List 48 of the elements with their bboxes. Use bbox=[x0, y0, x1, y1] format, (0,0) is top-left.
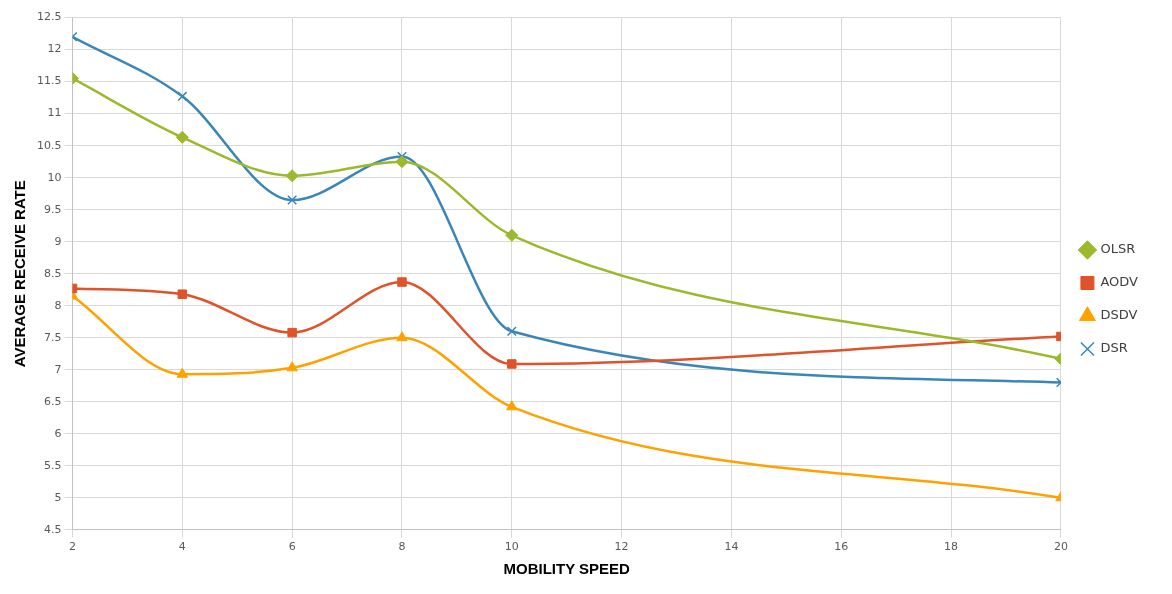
point bbox=[507, 359, 517, 369]
point bbox=[177, 289, 188, 299]
point bbox=[287, 195, 298, 206]
x-tick-label: 16 bbox=[834, 540, 849, 554]
x-tick-label: 18 bbox=[944, 540, 959, 554]
legend-label: OLSR bbox=[1100, 241, 1136, 257]
y-tick-label: 8 bbox=[54, 298, 62, 312]
point bbox=[287, 327, 297, 338]
point bbox=[285, 169, 299, 183]
legend-label: AODV bbox=[1100, 274, 1139, 290]
legend-label: DSR bbox=[1100, 340, 1128, 356]
y-tick-label: 9.5 bbox=[43, 202, 62, 216]
y-tick-label: 10 bbox=[47, 170, 62, 184]
y-tick-label: 12.5 bbox=[36, 10, 62, 24]
y-tick-label: 7.5 bbox=[43, 330, 62, 344]
point bbox=[176, 367, 189, 378]
x-tick-label: 14 bbox=[724, 540, 739, 554]
point bbox=[506, 400, 518, 411]
x-tick-label: 4 bbox=[178, 540, 186, 554]
point bbox=[396, 331, 408, 342]
point bbox=[286, 361, 298, 372]
y-tick-label: 5 bbox=[54, 490, 62, 504]
y-tick-label: 12 bbox=[47, 42, 62, 56]
legend-label: DSDV bbox=[1100, 307, 1138, 323]
y-tick-label: 11.5 bbox=[36, 74, 62, 88]
point bbox=[397, 277, 407, 287]
point bbox=[175, 130, 189, 144]
point bbox=[506, 326, 517, 337]
x-axis-title: MOBILITY SPEED bbox=[503, 560, 631, 578]
y-tick-label: 11 bbox=[47, 106, 62, 120]
x-tick-label: 20 bbox=[1053, 540, 1068, 554]
x-tick-label: 6 bbox=[288, 540, 296, 554]
x-tick-label: 8 bbox=[398, 540, 406, 554]
y-axis-title: AVERAGE RECEIVE RATE bbox=[11, 180, 29, 368]
y-tick-label: 8.5 bbox=[43, 266, 62, 280]
point bbox=[395, 155, 409, 169]
y-tick-label: 7 bbox=[54, 362, 62, 376]
y-tick-label: 6.5 bbox=[43, 394, 62, 408]
y-tick-label: 4.5 bbox=[43, 522, 62, 536]
y-tick-label: 9 bbox=[54, 234, 62, 248]
x-tick-label: 2 bbox=[68, 540, 76, 554]
point bbox=[505, 228, 519, 242]
point bbox=[177, 91, 188, 102]
x-tick-label: 10 bbox=[504, 540, 519, 554]
y-tick-label: 5.5 bbox=[43, 458, 62, 472]
y-tick-label: 10.5 bbox=[36, 138, 62, 152]
x-tick-label: 12 bbox=[614, 540, 629, 554]
y-tick-label: 6 bbox=[54, 426, 62, 440]
